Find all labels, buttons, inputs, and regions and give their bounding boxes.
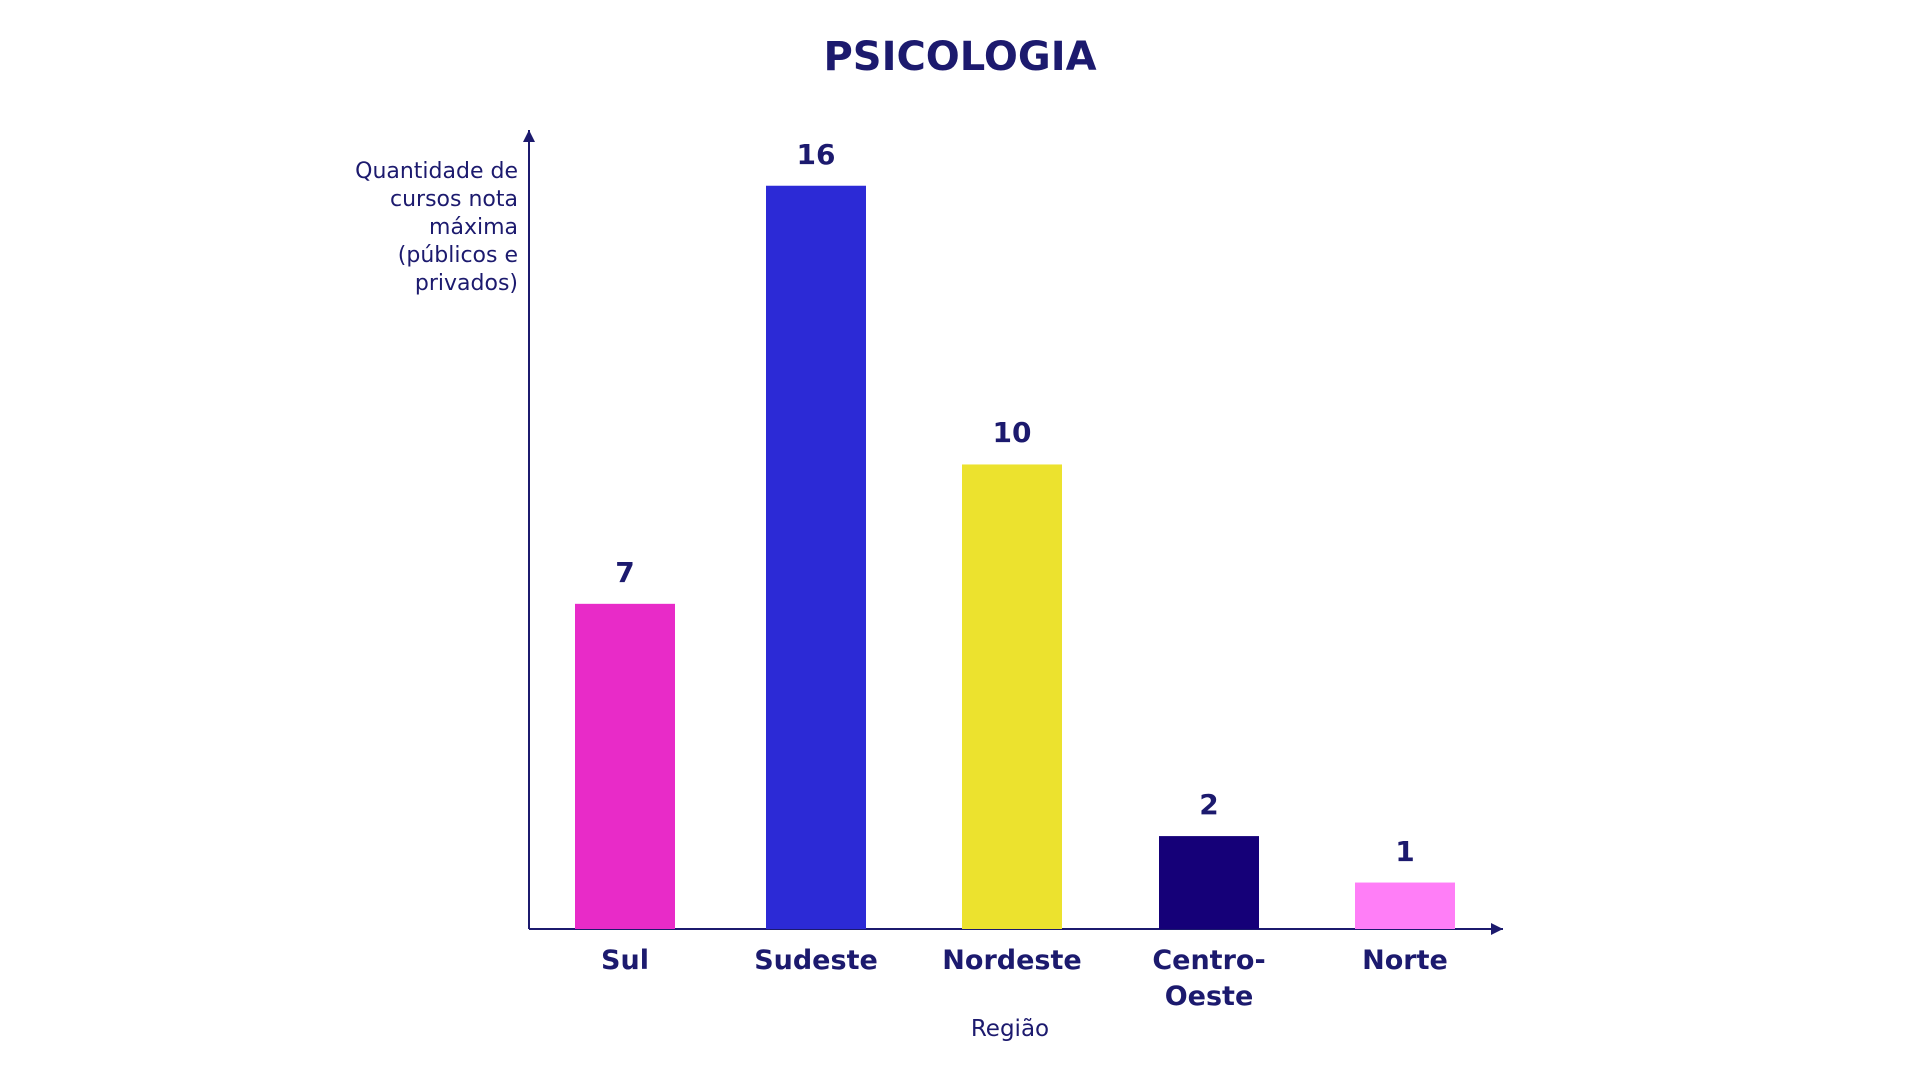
bar [1355,882,1455,929]
x-axis-arrow [1491,923,1503,935]
x-tick-label: Nordeste [942,945,1082,976]
x-tick-label: Norte [1362,945,1448,976]
y-axis-label: Quantidade de cursos nota máxima (públic… [355,159,518,296]
value-label: 1 [1395,834,1415,868]
x-tick-label: Centro-Oeste [1152,945,1266,1012]
bar [766,185,866,929]
value-label: 16 [796,137,836,171]
chart-title: PSICOLOGIA [823,34,1097,80]
x-axis-label: Região [970,1016,1050,1042]
bar [1159,836,1259,929]
value-label: 2 [1199,788,1219,822]
bar [575,603,675,929]
x-tick-label: Sul [601,945,649,976]
bar [962,464,1062,929]
x-tick-label: Sudeste [754,945,878,976]
y-axis-arrow [523,130,535,142]
value-label: 10 [992,416,1032,450]
value-label: 7 [615,555,635,589]
